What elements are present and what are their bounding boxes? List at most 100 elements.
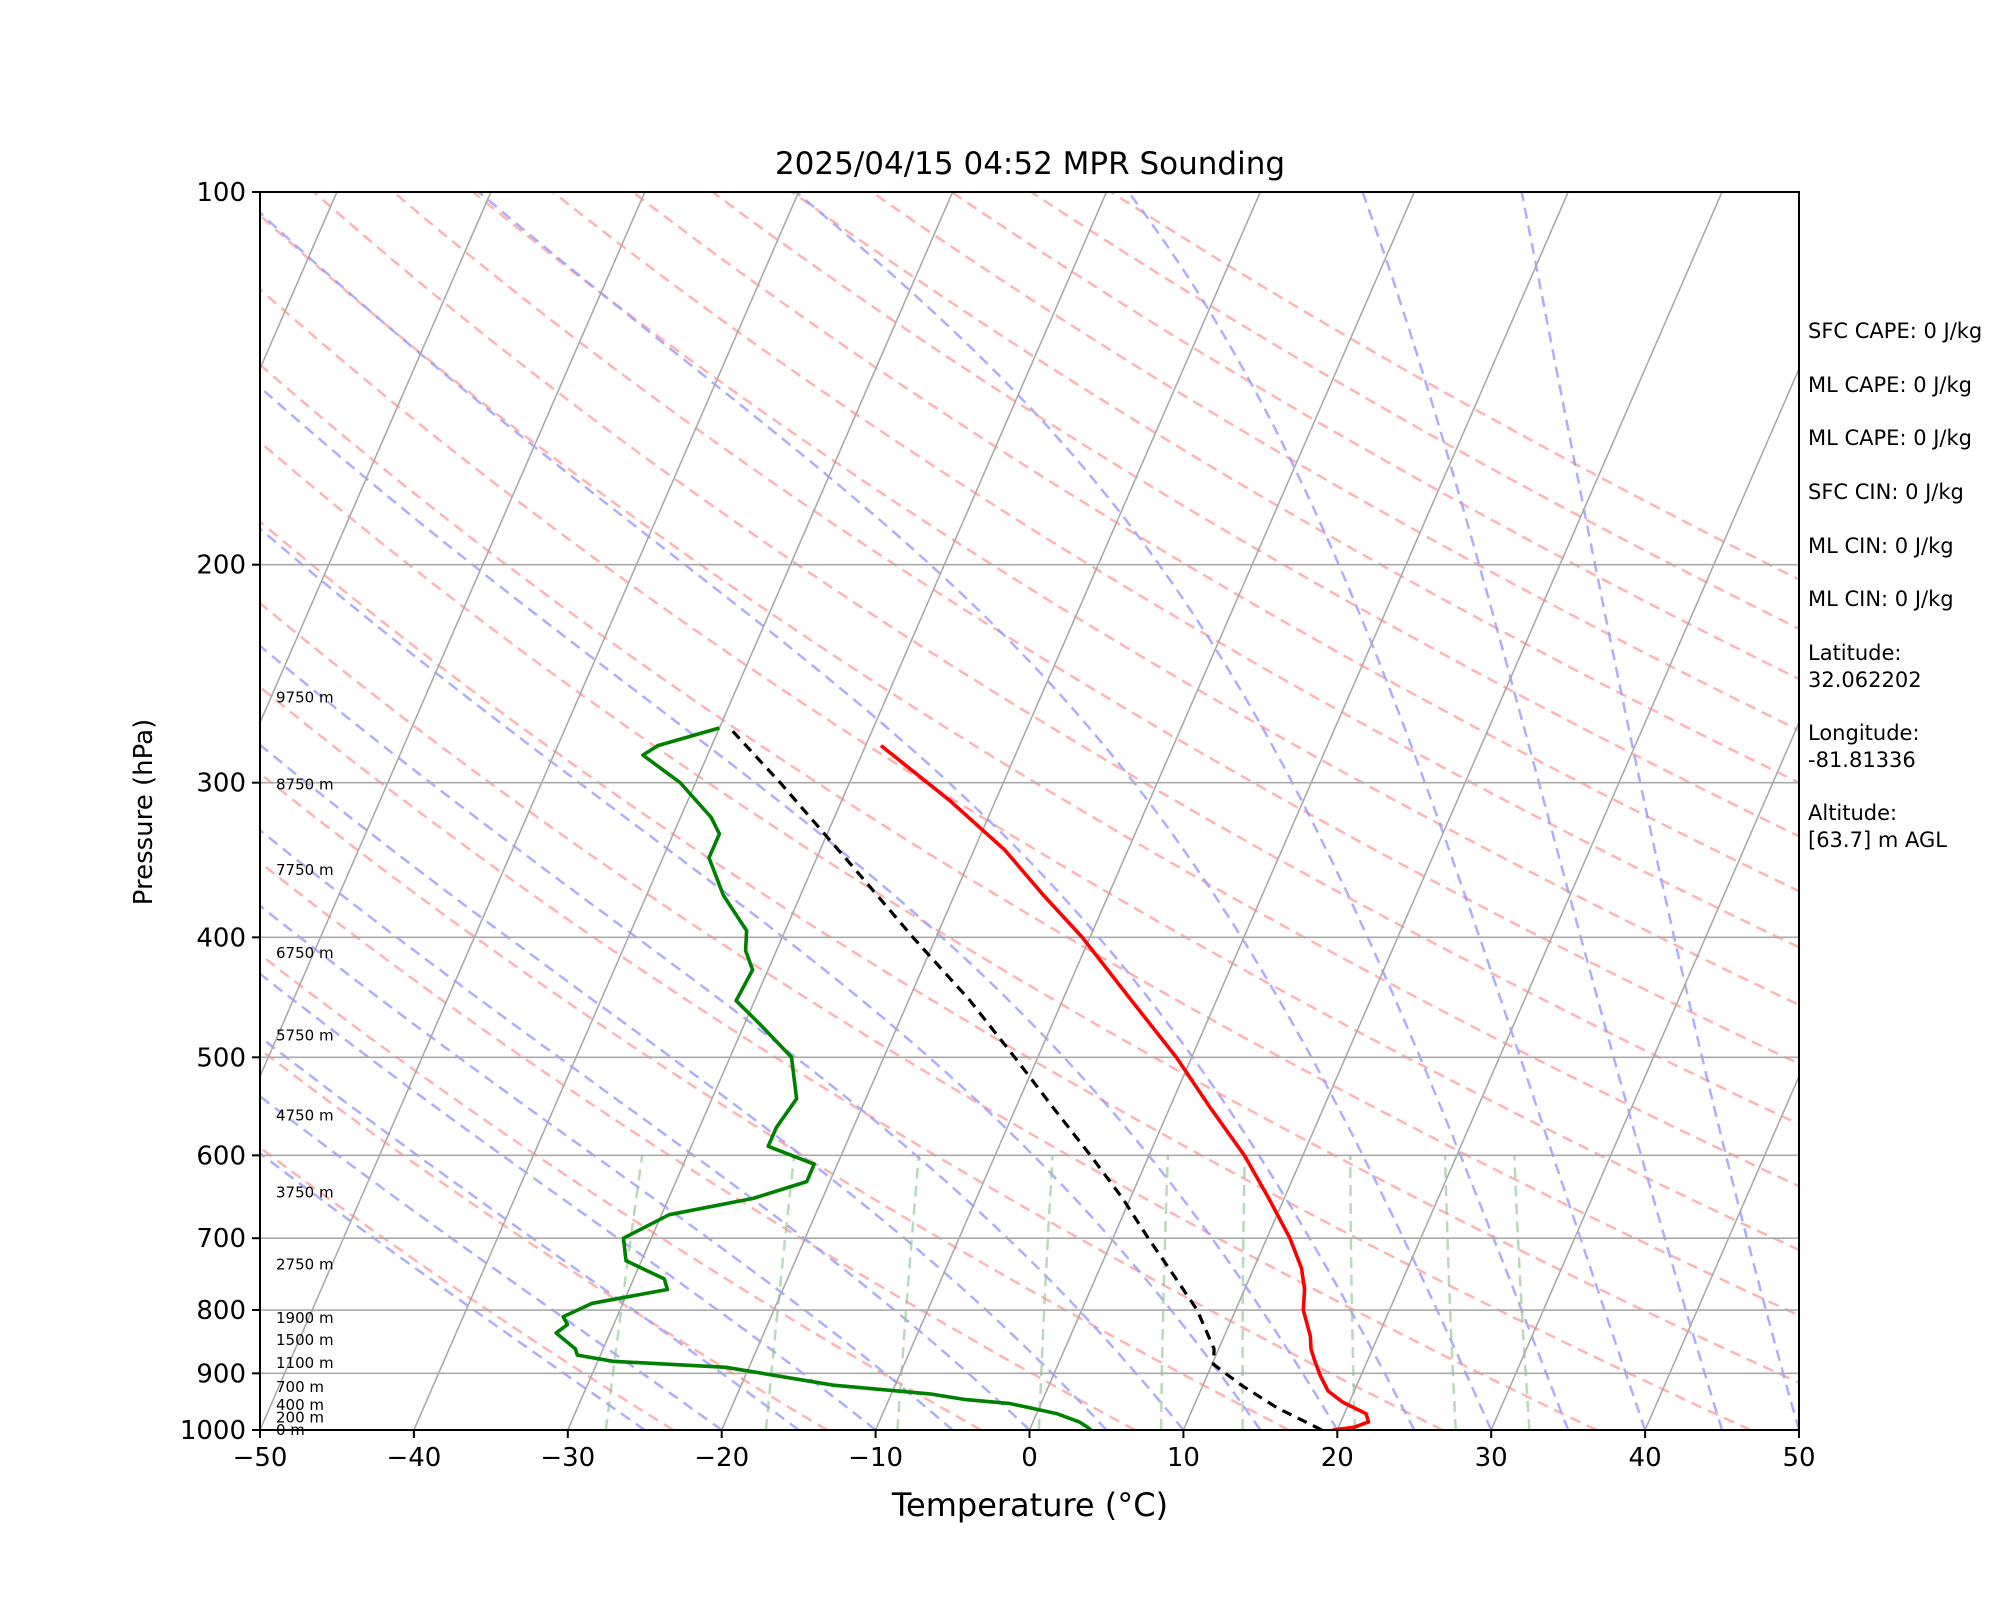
y-tick-label: 600 bbox=[196, 1141, 246, 1171]
isotherm bbox=[1490, 720, 1799, 1430]
dry-adiabat bbox=[392, 192, 1799, 1066]
y-tick-label: 100 bbox=[196, 178, 246, 208]
moist-adiabat bbox=[260, 211, 1416, 1430]
isotherm bbox=[260, 192, 646, 1079]
x-tick-label: 0 bbox=[1021, 1443, 1038, 1473]
moist-adiabat bbox=[260, 1035, 800, 1430]
sfc-cin-text: SFC CIN: 0 J/kg bbox=[1808, 480, 1964, 504]
dry-adiabat bbox=[312, 192, 1799, 1126]
height-label: 400 m bbox=[276, 1396, 324, 1414]
height-label: 5750 m bbox=[276, 1026, 334, 1044]
moist-adiabat bbox=[260, 972, 877, 1430]
background-lines bbox=[0, 192, 1799, 1430]
ml-cin-text: ML CIN: 0 J/kg bbox=[1808, 534, 1954, 558]
y-tick-label: 1000 bbox=[180, 1416, 246, 1446]
x-tick-label: −40 bbox=[386, 1443, 441, 1473]
x-axis-label: Temperature (°C) bbox=[891, 1486, 1168, 1524]
height-label: 2750 m bbox=[276, 1255, 334, 1273]
height-label: 3750 m bbox=[276, 1184, 334, 1202]
height-label: 9750 m bbox=[276, 688, 334, 706]
x-tick-label: −10 bbox=[848, 1443, 903, 1473]
isotherm bbox=[0, 192, 29, 1430]
dry-adiabat bbox=[260, 519, 1752, 1430]
ml-cape-text-2: ML CAPE: 0 J/kg bbox=[1808, 426, 1973, 450]
isotherm bbox=[567, 192, 1108, 1430]
temperature-line bbox=[879, 744, 1371, 1430]
isotherm bbox=[260, 192, 492, 725]
dry-adiabat bbox=[260, 1146, 674, 1430]
moist-adiabat bbox=[260, 644, 1185, 1430]
data-series bbox=[554, 724, 1371, 1430]
dry-adiabat bbox=[260, 363, 1799, 1317]
latitude-text: Latitude: 32.062202 bbox=[1808, 641, 1922, 692]
y-tick-label: 800 bbox=[196, 1296, 246, 1326]
moist-adiabat bbox=[1361, 192, 1724, 1430]
dry-adiabat bbox=[631, 192, 1799, 893]
chart-title: 2025/04/15 04:52 MPR Sounding bbox=[775, 146, 1285, 182]
moist-adiabat bbox=[260, 1094, 723, 1430]
isotherm bbox=[260, 192, 800, 1430]
height-label: 200 m bbox=[276, 1408, 324, 1426]
height-label: 1900 m bbox=[276, 1309, 334, 1327]
mixing-ratio-line bbox=[1513, 1155, 1531, 1430]
y-tick-label: 900 bbox=[196, 1359, 246, 1389]
x-axis-ticks: −50 −40 −30 −20 −10 0 10 20 30 40 50 bbox=[233, 1430, 1816, 1473]
mixing-ratio-line bbox=[1241, 1155, 1247, 1430]
height-label: 6750 m bbox=[276, 944, 334, 962]
dry-adiabat bbox=[260, 952, 982, 1430]
y-tick-label: 500 bbox=[196, 1043, 246, 1073]
mixing-ratio-line bbox=[764, 1155, 796, 1430]
dry-adiabat bbox=[260, 860, 1136, 1430]
isotherm bbox=[413, 192, 954, 1430]
height-label: 1100 m bbox=[276, 1354, 334, 1372]
height-label: 1500 m bbox=[276, 1331, 334, 1349]
moist-adiabat bbox=[477, 192, 1493, 1430]
mixing-ratio-line bbox=[1037, 1155, 1054, 1430]
height-label: 700 m bbox=[276, 1378, 324, 1396]
dry-adiabat bbox=[950, 192, 1799, 681]
moist-adiabat bbox=[1127, 192, 1647, 1430]
height-label: 8750 m bbox=[276, 775, 334, 793]
moist-adiabat bbox=[260, 828, 1031, 1430]
plot-frame bbox=[259, 191, 1800, 1431]
x-tick-label: −30 bbox=[540, 1443, 595, 1473]
parcel-line bbox=[726, 724, 1323, 1430]
y-tick-label: 700 bbox=[196, 1224, 246, 1254]
dry-adiabat bbox=[1030, 192, 1799, 631]
x-tick-label: 10 bbox=[1167, 1443, 1200, 1473]
y-axis-ticks: 1000 900 800 700 600 500 400 300 200 100 bbox=[180, 178, 260, 1446]
isotherm bbox=[1182, 192, 1723, 1430]
dry-adiabat bbox=[260, 685, 1444, 1430]
altitude-text: Altitude: [63.7] m AGL bbox=[1808, 801, 1947, 852]
y-tick-label: 300 bbox=[196, 769, 246, 799]
height-label: 7750 m bbox=[276, 861, 334, 879]
isotherm bbox=[720, 192, 1262, 1430]
dry-adiabat bbox=[260, 1047, 828, 1430]
pressure-gridlines bbox=[260, 563, 1799, 1375]
moist-adiabat bbox=[260, 904, 954, 1430]
height-label: 4750 m bbox=[276, 1106, 334, 1124]
mixing-ratio-line bbox=[1349, 1155, 1357, 1430]
mixing-ratio-line bbox=[896, 1155, 921, 1430]
y-tick-label: 200 bbox=[196, 551, 246, 581]
dry-adiabat bbox=[260, 601, 1598, 1430]
dry-adiabat bbox=[260, 287, 1799, 1252]
isotherm bbox=[260, 192, 338, 371]
x-tick-label: 40 bbox=[1629, 1443, 1662, 1473]
isotherm bbox=[874, 192, 1416, 1430]
x-tick-label: 50 bbox=[1782, 1443, 1815, 1473]
x-tick-label: 30 bbox=[1475, 1443, 1508, 1473]
dry-adiabat bbox=[260, 213, 1799, 1188]
moist-adiabat bbox=[260, 743, 1108, 1430]
x-tick-label: 20 bbox=[1321, 1443, 1354, 1473]
y-tick-label: 400 bbox=[196, 923, 246, 953]
ml-cin-text-2: ML CIN: 0 J/kg bbox=[1808, 587, 1954, 611]
sfc-cape-text: SFC CAPE: 0 J/kg bbox=[1808, 319, 1983, 343]
isotherm bbox=[1336, 366, 1799, 1430]
mixing-ratio-line bbox=[1443, 1155, 1458, 1430]
dry-adiabat bbox=[552, 192, 1799, 949]
isotherm bbox=[1028, 192, 1569, 1430]
dry-adiabat bbox=[472, 192, 1799, 1007]
